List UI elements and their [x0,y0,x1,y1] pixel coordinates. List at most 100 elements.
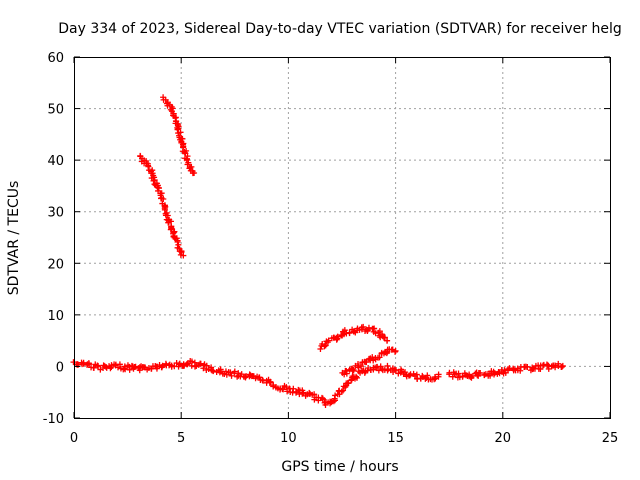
data-point [350,367,357,374]
data-point [455,370,462,377]
data-point [197,360,204,367]
data-point [535,365,542,372]
data-point [299,390,306,397]
data-point [369,354,376,361]
y-tick-label: 0 [56,360,64,375]
data-point [341,327,348,334]
plot-frame [74,57,611,419]
series-track-d [317,323,391,352]
data-point [165,219,172,226]
data-point [175,241,182,248]
data-point [341,371,348,378]
data-point [381,334,388,341]
data-point [393,367,400,374]
y-axis-label: SDTVAR / TECUs [6,181,22,296]
data-point [222,368,229,375]
grid [74,57,610,418]
data-point [351,328,358,335]
data-point [116,361,123,368]
data-point [300,389,307,396]
y-tick-label: 50 [47,103,64,118]
data-point [115,364,122,371]
data-point [161,206,168,213]
data-point [174,238,181,245]
data-point [322,342,329,349]
x-tick-label: 20 [495,431,512,446]
x-tick-label: 0 [70,431,78,446]
data-point [270,383,277,390]
data-point [349,366,356,373]
data-point [160,196,167,203]
data-point [424,372,431,379]
data-point [267,378,274,385]
data-point [343,368,350,375]
data-point [228,372,235,379]
data-point [80,359,87,366]
data-point [145,162,152,169]
series-track-b [160,94,198,177]
data-point [376,354,383,361]
data-point [85,360,92,367]
data-point [175,130,182,137]
data-point [227,369,234,376]
data-point [558,363,565,370]
data-point [360,323,367,330]
data-point [180,252,187,259]
data-point [311,391,318,398]
data-point [477,370,484,377]
data-point [388,346,395,353]
data-point [358,363,365,370]
data-point [435,373,442,380]
data-point [363,359,370,366]
data-point [529,364,536,371]
data-point [379,365,386,372]
data-point [555,360,562,367]
data-point [186,164,193,171]
data-point [353,373,360,380]
data-point [150,177,157,184]
x-axis-label: GPS time / hours [281,459,398,475]
x-tick-label: 5 [177,431,185,446]
data-point [155,184,162,191]
data-point [242,374,249,381]
y-tick-label: 60 [47,51,64,66]
data-point [344,380,351,387]
data-point [365,324,372,331]
data-point [95,363,102,370]
data-point [381,366,388,373]
data-point [169,105,176,112]
data-point [70,359,77,366]
x-tick-label: 10 [280,431,297,446]
y-tick-label: 20 [47,257,64,272]
data-point [340,387,347,394]
data-point [319,396,326,403]
series-track-a [137,152,187,259]
data-point [170,110,177,117]
data-point [107,365,114,372]
y-tick-label: 30 [47,206,64,221]
data-point [191,170,198,177]
data-point [90,364,97,371]
data-point [94,362,101,369]
data-point [559,362,566,369]
data-point [321,343,328,350]
data-point [346,330,353,337]
data-point [459,373,466,380]
data-point [317,345,324,352]
data-point [168,225,175,232]
data-point [290,385,297,392]
data-point [325,337,332,344]
data-point [203,362,210,369]
chart-title: Day 334 of 2023, Sidereal Day-to-day VTE… [58,21,621,37]
data-point [338,388,345,395]
x-tick-label: 15 [387,431,404,446]
data-point [126,366,133,373]
data-point [353,374,360,381]
y-tick-label: 10 [47,309,64,324]
data-point [334,333,341,340]
y-tick-label: -10 [43,412,64,427]
axis-ticks: 0 5 10 15 20 25 -10 0 10 20 30 40 50 60 [43,51,619,446]
data-point [210,368,217,375]
data-points [70,94,566,408]
